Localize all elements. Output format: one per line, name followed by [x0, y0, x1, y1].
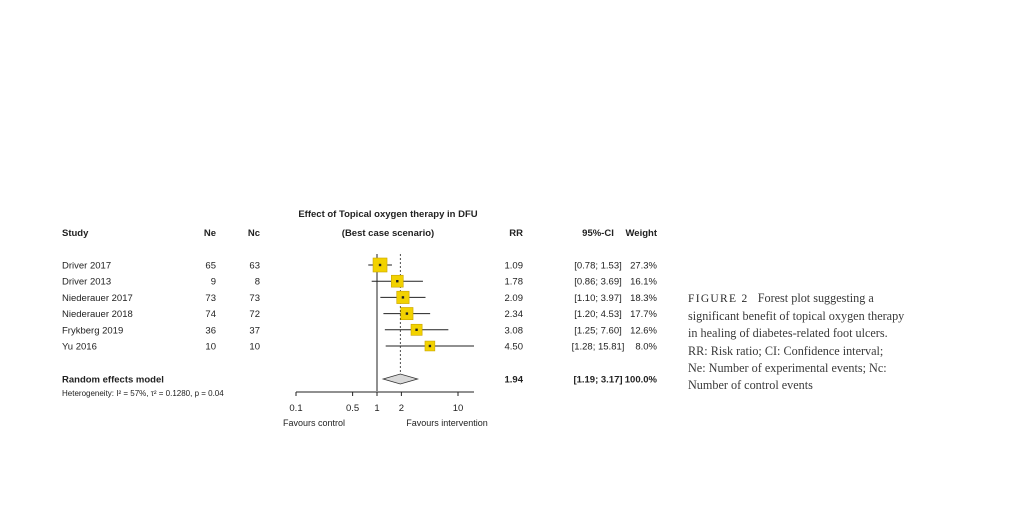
- study-row-6-weight: 8.0%: [635, 342, 657, 353]
- caption-line-2: significant benefit of topical oxygen th…: [688, 309, 905, 324]
- chart-title: Effect of Topical oxygen therapy in DFU: [298, 209, 477, 220]
- study-row-5-name: Frykberg 2019: [62, 325, 123, 336]
- study-row-4-nc: 72: [249, 309, 260, 320]
- study-row-3-name: Niederauer 2017: [62, 293, 133, 304]
- summary-label: Random effects model: [62, 375, 164, 386]
- study-row-6-nc: 10: [249, 342, 260, 353]
- header-rr: RR: [509, 228, 523, 239]
- favours-intervention-label: Favours intervention: [406, 418, 488, 428]
- study-row-2-nc: 8: [255, 277, 260, 288]
- header-ne: Ne: [204, 228, 216, 239]
- study-row-4-rr: 2.34: [505, 309, 524, 320]
- study-row-2-ne: 9: [211, 277, 216, 288]
- study-row-6-rr: 4.50: [505, 342, 524, 353]
- x-tick-label-2: 0.5: [346, 403, 359, 414]
- study-row-1-nc: 63: [249, 261, 260, 272]
- study-row-1-rr: 1.09: [505, 261, 524, 272]
- study-row-3-ne: 73: [205, 293, 216, 304]
- heterogeneity-text: Heterogeneity: I² = 57%, τ² = 0.1280, p …: [62, 389, 224, 398]
- study-row-2-ci: [0.86; 3.69]: [574, 277, 622, 288]
- study-row-2-point: [396, 280, 399, 283]
- summary-diamond: [381, 373, 420, 385]
- study-row-1-ne: 65: [205, 261, 216, 272]
- study-row-1-point: [378, 263, 382, 267]
- study-row-3-weight: 18.3%: [630, 293, 657, 304]
- study-row-3-point: [401, 296, 405, 299]
- study-row-5-ne: 36: [205, 325, 216, 336]
- summary-ci: [1.19; 3.17]: [573, 375, 622, 386]
- figure-label: FIGURE 2: [688, 293, 749, 305]
- summary-rr: 1.94: [505, 375, 524, 386]
- x-tick-label-5: 10: [453, 403, 464, 414]
- study-row-5-weight: 12.6%: [630, 325, 657, 336]
- study-row-4-ci: [1.20; 4.53]: [574, 309, 622, 320]
- x-tick-label-1: 0.1: [289, 403, 302, 414]
- caption-line-6: Number of control events: [688, 378, 813, 393]
- study-row-6-ne: 10: [205, 342, 216, 353]
- caption-text-1: Forest plot suggesting a: [757, 291, 874, 305]
- header-ci: 95%-CI: [582, 228, 614, 239]
- caption-line-5: Ne: Number of experimental events; Nc:: [688, 360, 887, 375]
- study-row-6-point: [428, 344, 432, 348]
- chart-subtitle: (Best case scenario): [342, 228, 434, 239]
- study-row-4-ne: 74: [205, 309, 216, 320]
- study-row-3-nc: 73: [249, 293, 260, 304]
- caption-line-4: RR: Risk ratio; CI: Confidence interval;: [688, 343, 884, 358]
- study-row-1-ci: [0.78; 1.53]: [574, 261, 622, 272]
- header-study: Study: [62, 228, 89, 239]
- study-row-5-ci: [1.25; 7.60]: [574, 325, 622, 336]
- study-row-3-rr: 2.09: [505, 293, 524, 304]
- study-row-6-name: Yu 2016: [62, 342, 97, 353]
- study-row-1-name: Driver 2017: [62, 261, 111, 272]
- header-nc: Nc: [248, 228, 260, 239]
- caption-line-1: FIGURE 2 Forest plot suggesting a: [688, 290, 988, 308]
- study-row-5-rr: 3.08: [505, 325, 524, 336]
- figure-caption: FIGURE 2 Forest plot suggesting a signif…: [688, 290, 988, 394]
- study-row-3-ci: [1.10; 3.97]: [574, 293, 622, 304]
- header-weight: Weight: [626, 228, 658, 239]
- study-row-5-nc: 37: [249, 325, 260, 336]
- study-row-2-rr: 1.78: [505, 277, 524, 288]
- study-row-5-point: [415, 328, 418, 331]
- study-row-2-weight: 16.1%: [630, 277, 657, 288]
- caption-line-3: in healing of diabetes-related foot ulce…: [688, 326, 888, 341]
- study-row-4-weight: 17.7%: [630, 309, 657, 320]
- study-row-2-name: Driver 2013: [62, 277, 111, 288]
- favours-control-label: Favours control: [283, 418, 345, 428]
- study-row-4-point: [405, 312, 409, 315]
- study-row-6-ci: [1.28; 15.81]: [572, 342, 625, 353]
- x-tick-label-4: 2: [399, 403, 404, 414]
- summary-weight: 100.0%: [625, 375, 658, 386]
- study-row-1-weight: 27.3%: [630, 261, 657, 272]
- x-tick-label-3: 1: [374, 403, 379, 414]
- study-row-4-name: Niederauer 2018: [62, 309, 133, 320]
